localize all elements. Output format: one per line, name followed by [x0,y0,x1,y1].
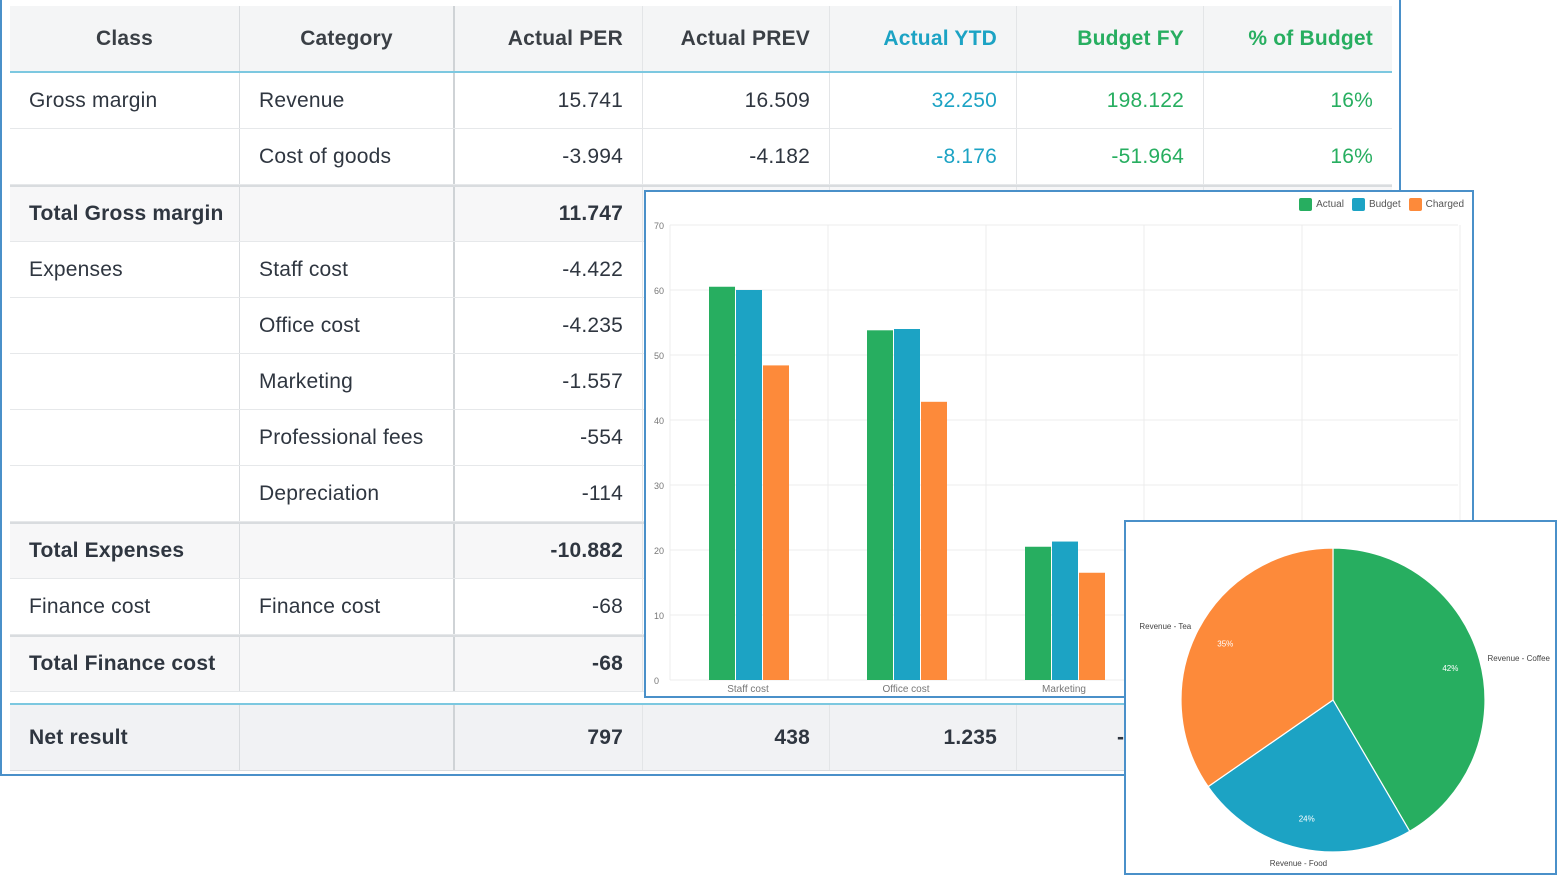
bar-charged-1[interactable] [921,401,947,680]
cell-class [10,298,240,353]
cell-class: Finance cost [10,579,240,634]
legend-label-actual: Actual [1316,199,1344,210]
cell-actual-per: -4.422 [455,242,643,297]
cell-category [240,637,455,691]
net-result-actual-per: 797 [455,705,643,770]
column-header-budget-fy[interactable]: Budget FY [1017,6,1204,71]
column-header-pct-budget[interactable]: % of Budget [1248,26,1373,50]
cell-category: Cost of goods [240,129,455,184]
table-row: Gross margin Revenue 15.741 16.509 32.250 198… [10,73,1392,129]
bar-budget-0[interactable] [736,290,762,680]
pie-chart: 42% Revenue - Coffee 24% Revenue - Food 35% R… [1139,547,1551,868]
cell-category: Professional fees [240,410,455,465]
bar-budget-1[interactable] [894,329,920,680]
legend-item-budget[interactable]: Budget [1351,198,1401,211]
cell-category: Office cost [240,298,455,353]
net-result-actual-prev: 438 [643,705,830,770]
bar-actual-2[interactable] [1025,546,1051,680]
y-tick-label: 70 [654,221,664,231]
pie-slice-label: Revenue - Food [1270,859,1327,868]
cell-class [10,466,240,521]
bar-chart-panel: Actual Budget Charged 0 10 20 30 40 50 60 70 Sta… [644,190,1474,698]
cell-budget-fy: -51.964 [1017,129,1204,184]
cell-category: Marketing [240,354,455,409]
bar-actual-0[interactable] [709,286,735,680]
cell-class [10,129,240,184]
cell-class: Gross margin [10,73,240,128]
cell-actual-per: -3.994 [455,129,643,184]
y-tick-label: 30 [654,481,664,491]
net-result-class: Net result [10,705,240,770]
pie-slice-label: Revenue - Tea [1139,622,1191,631]
cell-actual-per: -10.882 [455,524,643,578]
pie-percent-label: 35% [1217,640,1233,649]
x-tick-label: Staff cost [727,684,769,695]
cell-actual-per: -114 [455,466,643,521]
cell-class [10,354,240,409]
cell-actual-per: -68 [455,579,643,634]
cell-actual-per: -4.235 [455,298,643,353]
column-header-actual-prev[interactable]: Actual PREV [643,6,830,71]
y-tick-label: 20 [654,546,664,556]
cell-actual-per: -1.557 [455,354,643,409]
y-tick-label: 60 [654,286,664,296]
bar-budget-2[interactable] [1052,541,1078,680]
y-tick-label: 10 [654,611,664,621]
cell-category: Revenue [240,73,455,128]
cell-actual-per: -68 [455,637,643,691]
cell-class [10,410,240,465]
x-tick-label: Office cost [882,684,929,695]
legend-label-budget: Budget [1368,199,1401,210]
bar-charged-2[interactable] [1079,572,1105,680]
legend-swatch-actual [1299,198,1313,211]
cell-class: Total Finance cost [10,637,240,691]
bar-chart: 0 10 20 30 40 50 60 70 Staff cost Office cost Mark… [654,221,1461,695]
cell-class: Total Expenses [10,524,240,578]
bar-chart-legend: Actual Budget Charged [1299,198,1464,211]
table-row: Cost of goods -3.994 -4.182 -8.176 -51.964 16… [10,129,1392,185]
net-result-actual-ytd: 1.235 [830,705,1017,770]
cell-actual-prev: 16.509 [643,73,830,128]
column-header-category[interactable]: Category [240,6,455,71]
cell-class: Expenses [10,242,240,297]
cell-actual-prev: -4.182 [643,129,830,184]
legend-label-charged: Charged [1425,199,1464,210]
cell-category: Depreciation [240,466,455,521]
pie-percent-label: 24% [1299,815,1315,824]
legend-item-charged[interactable]: Charged [1408,198,1464,211]
y-tick-label: 50 [654,351,664,361]
cell-class: Total Gross margin [10,187,240,241]
cell-category [240,187,455,241]
legend-item-actual[interactable]: Actual [1299,198,1344,211]
pie-chart-panel: 42% Revenue - Coffee 24% Revenue - Food 35% R… [1124,520,1557,875]
legend-swatch-budget [1351,198,1365,211]
cell-actual-ytd: 32.250 [830,73,1017,128]
cell-category [240,524,455,578]
cell-actual-ytd: -8.176 [830,129,1017,184]
cell-actual-per: 11.747 [455,187,643,241]
pie-percent-label: 42% [1442,664,1458,673]
pie-slice-2[interactable] [1180,547,1334,788]
y-tick-label: 40 [654,416,664,426]
cell-category: Staff cost [240,242,455,297]
pie-slice-0[interactable] [1332,547,1486,833]
bar-charged-0[interactable] [763,365,789,680]
column-header-actual-per[interactable]: Actual PER [455,6,643,71]
pie-slice-label: Revenue - Coffee [1487,654,1550,663]
cell-actual-per: 15.741 [455,73,643,128]
cell-pct-budget: 16% [1330,144,1373,168]
column-header-class[interactable]: Class [10,6,240,71]
cell-category: Finance cost [240,579,455,634]
column-header-actual-ytd[interactable]: Actual YTD [830,6,1017,71]
cell-budget-fy: 198.122 [1017,73,1204,128]
y-tick-label: 0 [654,676,659,686]
x-tick-label: Marketing [1042,684,1086,695]
cell-pct-budget: 16% [1330,88,1373,112]
cell-actual-per: -554 [455,410,643,465]
bar-actual-1[interactable] [867,330,893,680]
pie-slice-1[interactable] [1207,699,1411,853]
table-header-row: Class Category Actual PER Actual PREV Actual… [10,6,1392,73]
net-result-category [240,705,455,770]
legend-swatch-charged [1408,198,1422,211]
